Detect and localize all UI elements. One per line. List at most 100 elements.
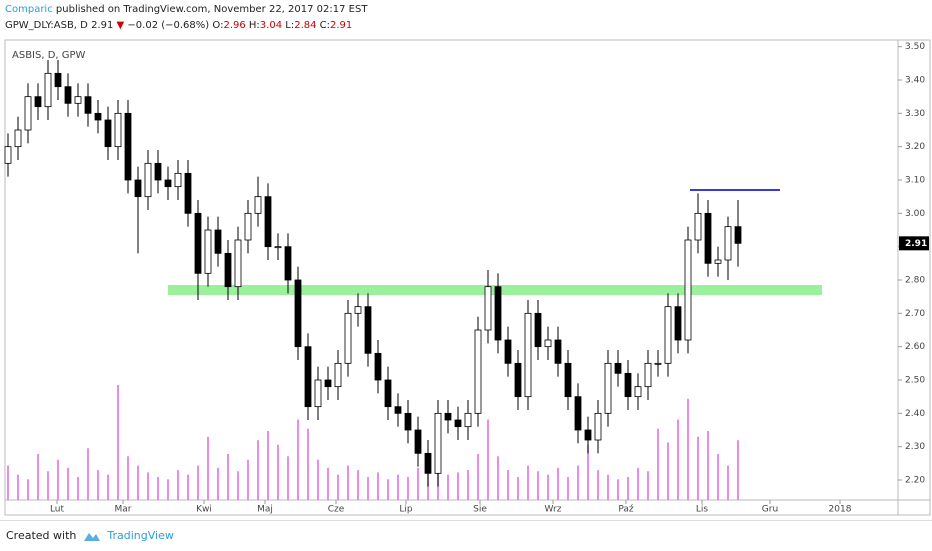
y-tick-label: 3.10	[905, 176, 925, 186]
candle-body	[624, 372, 632, 398]
volume-bar	[87, 448, 89, 500]
candle-body	[204, 229, 212, 274]
volume-bar	[47, 471, 49, 500]
volume-bar	[507, 470, 509, 500]
y-tick-label: 2.50	[905, 376, 925, 386]
x-tick-label: Paź	[618, 505, 634, 515]
candle-body	[14, 129, 22, 148]
candle-body	[164, 179, 172, 188]
candle-body	[554, 339, 562, 364]
volume-bar	[617, 479, 619, 500]
volume-bar	[637, 467, 639, 500]
candle-body	[404, 412, 412, 431]
volume-bar	[557, 467, 559, 500]
candle-body	[534, 312, 542, 348]
candle-body	[394, 406, 402, 414]
candle-body	[414, 429, 422, 454]
h-label: H:	[248, 20, 260, 31]
volume-bar	[377, 472, 379, 500]
volume-bar	[117, 385, 119, 500]
author[interactable]: Comparic	[5, 4, 53, 15]
candle-body	[664, 306, 672, 364]
volume-bar	[217, 467, 219, 500]
volume-bar	[327, 467, 329, 500]
candle-body	[294, 279, 302, 348]
candle-body	[174, 172, 182, 188]
candle-body	[724, 226, 732, 261]
last-price-box	[899, 236, 929, 251]
candle-body	[184, 172, 192, 214]
candle-body	[694, 212, 702, 241]
y-tick-label: 2.30	[905, 442, 925, 452]
volume-bar	[367, 477, 369, 500]
y-tick-label: 2.40	[905, 409, 925, 419]
candle-body	[114, 112, 122, 148]
c: 2.91	[330, 20, 353, 31]
last: 2.91	[91, 20, 114, 31]
volume-bar	[287, 456, 289, 500]
volume-bar	[417, 467, 419, 500]
volume-bar	[447, 474, 449, 500]
symbol: GPW_DLY:ASB, D	[5, 20, 88, 31]
volume-bar	[187, 474, 189, 500]
x-tick-label: Wrz	[545, 505, 562, 515]
volume-bar	[627, 477, 629, 500]
candle-body	[594, 412, 602, 441]
ohlc-line: GPW_DLY:ASB, D 2.91 ▼ −0.02 (−0.68%) O:2…	[5, 20, 352, 31]
candle-body	[274, 246, 282, 249]
candle-body	[714, 259, 722, 264]
volume-bar	[177, 470, 179, 500]
candle-body	[424, 452, 432, 474]
candle-body	[504, 339, 512, 364]
brand[interactable]: TradingView	[107, 529, 174, 542]
last-price-label: 2.91	[905, 239, 927, 249]
candle-body	[524, 312, 532, 398]
candle-body	[74, 96, 82, 104]
candle-body	[104, 119, 112, 148]
candle-body	[194, 212, 202, 274]
change: −0.02 (−0.68%)	[127, 20, 210, 31]
candle-body	[254, 196, 262, 214]
candle-body	[644, 362, 652, 388]
volume-bar	[677, 419, 679, 500]
candle-body	[654, 362, 662, 365]
header-line: Comparic published on TradingView.com, N…	[5, 4, 367, 15]
candle-body	[284, 246, 292, 281]
volume-bar	[387, 479, 389, 500]
candle-body	[354, 306, 362, 314]
volume-bar	[737, 440, 739, 500]
candle-body	[244, 212, 252, 241]
volume-bar	[467, 470, 469, 500]
candle-body	[94, 112, 102, 121]
candle-body	[264, 196, 272, 248]
c-label: C:	[319, 20, 331, 31]
candle-body	[684, 239, 692, 341]
volume-bar	[267, 431, 269, 500]
candle-body	[44, 72, 52, 108]
candle-body	[144, 162, 152, 198]
x-tick-label: Lis	[696, 505, 709, 515]
x-tick-label: 2018	[829, 505, 852, 515]
volume-bar	[17, 474, 19, 500]
volume-bar	[207, 436, 209, 500]
volume-bar	[717, 454, 719, 500]
y-tick-label: 2.70	[905, 309, 925, 319]
candle-body	[514, 362, 522, 398]
o: 2.96	[223, 20, 246, 31]
volume-bar	[157, 477, 159, 500]
x-tick-label: Gru	[762, 505, 778, 515]
logo	[83, 533, 100, 541]
volume-bar	[607, 474, 609, 500]
x-tick-label: Sie	[473, 505, 487, 515]
x-tick-label: Mar	[115, 505, 132, 515]
candle-body	[364, 306, 372, 354]
volume-bar	[7, 465, 9, 500]
x-tick-label: Kwi	[196, 505, 212, 515]
volume-bar	[147, 472, 149, 500]
volume-bar	[307, 428, 309, 500]
candle-body	[704, 212, 712, 264]
volume-bar	[537, 471, 539, 500]
volume-bar	[257, 440, 259, 500]
x-tick-label: Cze	[328, 505, 345, 515]
candle-body	[34, 96, 42, 108]
